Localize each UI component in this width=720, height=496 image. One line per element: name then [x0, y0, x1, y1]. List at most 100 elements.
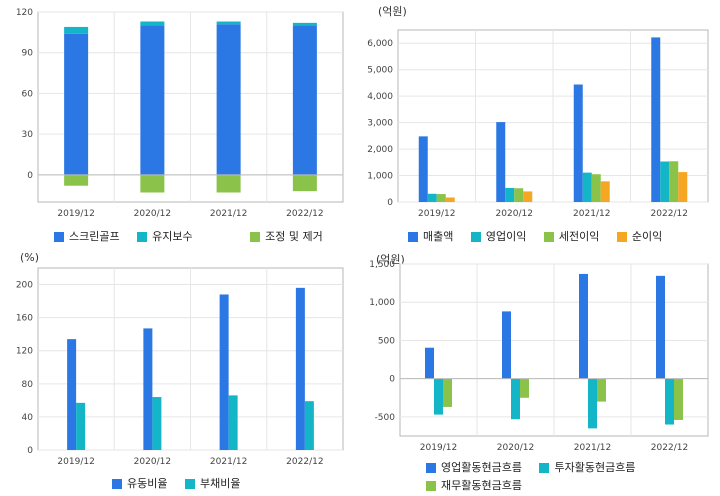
employee-chart-panel: 0 30 60 90 120 2019/12 2020/12 2021/12 2022/12 스…	[0, 0, 360, 250]
legend-label: 세전이익	[558, 230, 600, 243]
legend-swatch	[539, 463, 550, 473]
legend-swatch	[184, 479, 195, 489]
x-tick-label: 2022/12	[651, 443, 688, 453]
bar	[152, 397, 162, 450]
y-tick-label: 40	[22, 413, 34, 423]
x-tick-label: 2022/12	[651, 209, 688, 219]
y-tick-label: 6,000	[367, 39, 393, 49]
x-tick-label: 2021/12	[210, 457, 247, 467]
bar	[292, 174, 317, 192]
unit-label: (%)	[20, 251, 40, 264]
bar	[436, 194, 446, 202]
y-tick-label: 2,000	[367, 145, 393, 155]
legend-swatch	[54, 232, 64, 242]
legend-label: 스크린골프	[69, 230, 120, 243]
bar	[511, 378, 520, 420]
legend-label: 부채비율	[199, 477, 241, 490]
x-tick-label: 2021/12	[574, 443, 611, 453]
y-tick-label: 500	[378, 336, 395, 346]
x-tick-label: 2020/12	[497, 443, 534, 453]
x-tick-label: 2020/12	[496, 209, 533, 219]
income-chart: 0 1,000 2,000 3,000 4,000 5,000 6,000 2019/12 20…	[367, 29, 709, 219]
x-tick-label: 2019/12	[57, 209, 94, 219]
bar	[418, 136, 428, 202]
bar	[216, 24, 241, 175]
bar	[505, 187, 515, 202]
bar	[427, 193, 437, 202]
x-tick-label: 2021/12	[573, 209, 610, 219]
cashflow-chart: -500 0 500 1,000 1,500 2019/12 2020/12 2021/12 2…	[369, 260, 709, 453]
x-tick-label: 2019/12	[420, 443, 457, 453]
y-tick-label: 30	[22, 130, 34, 140]
x-tick-label: 2022/12	[286, 457, 323, 467]
legend-item: 투자활동현금흐름	[539, 460, 635, 476]
bar	[443, 378, 452, 407]
y-tick-label: 5,000	[367, 66, 393, 76]
bar	[523, 191, 533, 202]
y-tick-label: 120	[16, 347, 33, 357]
bar	[651, 37, 661, 203]
x-tick-label: 2022/12	[286, 209, 323, 219]
ratio-chart-legend: 유동비율 부채비율	[112, 476, 254, 494]
bar	[292, 25, 317, 175]
ratio-chart: 0 40 80 120 160 200 2019/12 2020/12 2021/12 2022/…	[16, 267, 344, 467]
income-chart-panel: (억원) 0 1,000 2,000 3,000 4,000 5,000 6,000 2019…	[360, 0, 720, 250]
bar	[228, 395, 238, 450]
bar	[140, 21, 165, 26]
bar	[67, 339, 77, 450]
bar	[514, 188, 524, 202]
bar	[64, 33, 89, 175]
bar	[520, 378, 529, 398]
bar	[597, 378, 606, 402]
legend-swatch	[408, 232, 418, 242]
legend-item: 영업이익	[470, 229, 527, 245]
x-tick-label: 2019/12	[418, 209, 455, 219]
legend-label: 조정 및 제거	[265, 230, 323, 243]
y-tick-label: 4,000	[367, 92, 393, 102]
legend-label: 순이익	[631, 230, 663, 243]
bar	[665, 378, 674, 425]
employee-chart: 0 30 60 90 120 2019/12 2020/12 2021/12 2022/12	[16, 8, 344, 219]
legend-item: 유지보수	[137, 229, 193, 245]
legend-label: 재무활동현금흐름	[441, 479, 522, 492]
y-tick-label: 120	[16, 8, 33, 18]
x-tick-label: 2020/12	[134, 209, 171, 219]
legend-swatch	[616, 232, 627, 242]
bar	[64, 174, 89, 186]
bar	[674, 378, 683, 420]
bar	[76, 402, 86, 450]
y-tick-label: 1,500	[369, 260, 395, 270]
legend-item: 세전이익	[543, 229, 600, 245]
legend-item: 스크린골프	[54, 229, 120, 245]
y-tick-label: 3,000	[367, 119, 393, 129]
bar	[292, 22, 317, 26]
legend-swatch	[250, 232, 261, 242]
legend-swatch	[112, 479, 122, 489]
unit-label: (억원)	[376, 253, 405, 266]
y-tick-label: 160	[16, 314, 33, 324]
y-tick-label: 0	[27, 171, 33, 181]
legend-item: 재무활동현금흐름	[426, 478, 522, 494]
legend-item: 매출액	[408, 229, 453, 245]
bar	[669, 161, 679, 202]
bar	[219, 294, 229, 450]
ratio-chart-panel: (%) 0 40 80 120 160 200 2019/12 2020/12 2021/12 2…	[0, 248, 360, 496]
legend-label: 투자활동현금흐름	[554, 461, 636, 474]
legend-item: 조정 및 제거	[250, 229, 323, 245]
bar	[295, 287, 305, 450]
bar	[600, 181, 610, 202]
employee-chart-legend: 스크린골프 유지보수 조정 및 제거	[54, 229, 337, 247]
bar	[591, 174, 601, 202]
y-tick-label: 90	[22, 49, 34, 59]
bar	[425, 347, 434, 379]
x-tick-label: 2020/12	[134, 457, 171, 467]
bar	[660, 161, 670, 202]
legend-label: 영업활동현금흐름	[441, 461, 522, 474]
y-tick-label: -500	[375, 413, 396, 423]
legend-item: 부채비율	[184, 476, 241, 492]
bar	[656, 275, 665, 379]
bar	[140, 174, 165, 193]
legend-label: 영업이익	[485, 230, 527, 243]
bar	[216, 21, 241, 25]
legend-item: 유동비율	[112, 476, 167, 492]
